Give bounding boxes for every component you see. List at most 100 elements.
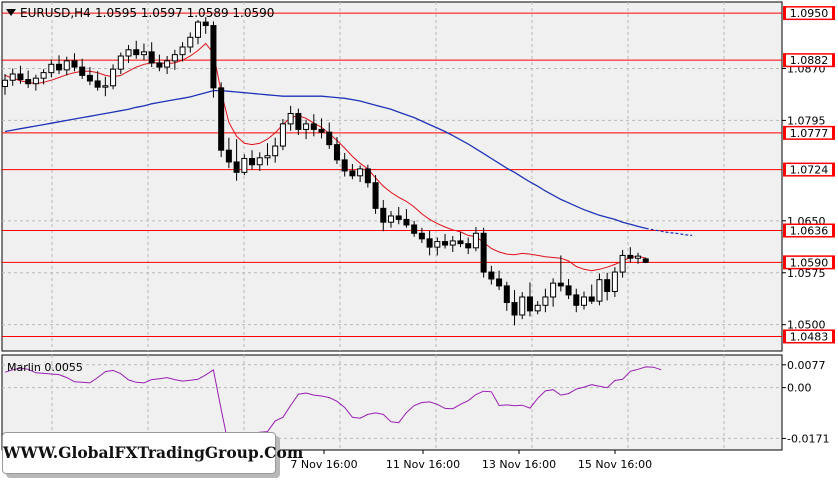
- bear-candle-body: [465, 243, 472, 249]
- bear-candle-body: [372, 182, 379, 209]
- level-tag-inner: [786, 225, 832, 237]
- candle: [465, 237, 472, 255]
- candle: [133, 40, 140, 59]
- bear-candle-body: [442, 241, 449, 246]
- candle: [457, 231, 464, 248]
- level-tag-label: 1.0882: [790, 54, 829, 67]
- candle: [333, 137, 340, 165]
- bear-candle-body: [210, 25, 217, 89]
- candle: [318, 118, 325, 139]
- candle: [187, 32, 194, 53]
- level-tag-label: 1.0636: [790, 225, 829, 238]
- bear-candle-body: [310, 123, 317, 130]
- bear-candle-body: [503, 285, 510, 304]
- candle: [472, 227, 479, 252]
- bear-candle-body: [565, 285, 572, 296]
- candle: [210, 21, 217, 98]
- bull-candle-body: [48, 63, 55, 74]
- candle: [581, 291, 587, 310]
- bull-candle-body: [449, 240, 456, 246]
- bear-candle-body: [333, 144, 340, 161]
- candle: [32, 74, 39, 91]
- candle: [295, 108, 302, 135]
- oscillator-line: [4, 366, 662, 450]
- chart-menu-triangle-icon[interactable]: [6, 9, 16, 16]
- candle: [642, 257, 649, 264]
- candle: [110, 64, 117, 90]
- bull-candle-body: [2, 79, 8, 87]
- watermark: WWW.GlobalFXTradingGroup.Com: [2, 432, 303, 474]
- candle: [310, 114, 317, 137]
- bull-candle-body: [140, 51, 147, 56]
- candle: [557, 255, 564, 292]
- time-tick-label: 7 Nov 16:00: [290, 458, 357, 471]
- candle: [326, 122, 333, 149]
- osc-tick-label: 0.00: [787, 382, 812, 395]
- bull-candle-body: [611, 271, 618, 292]
- candles: [2, 17, 649, 326]
- candle: [9, 68, 16, 86]
- candle: [395, 206, 402, 225]
- bear-candle-body: [225, 149, 232, 163]
- candle: [411, 220, 418, 237]
- candle: [56, 55, 63, 75]
- time-tick-label: 13 Nov 16:00: [482, 458, 556, 471]
- candle: [611, 267, 618, 297]
- bear-candle-body: [349, 170, 356, 177]
- level-tag-label: 1.0724: [790, 164, 829, 177]
- price-tick-label: 1.0795: [787, 114, 826, 127]
- bear-candle-body: [411, 224, 418, 234]
- bull-candle-body: [303, 123, 310, 130]
- bear-candle-body: [526, 296, 533, 312]
- price-tick-label: 1.0500: [787, 319, 826, 332]
- level-tag-label: 1.0590: [790, 256, 829, 269]
- candle: [627, 247, 634, 263]
- osc-tick-label: 0.0077: [787, 359, 826, 372]
- candle: [25, 70, 32, 88]
- bear-candle-body: [25, 79, 32, 85]
- bull-candle-body: [581, 296, 587, 306]
- bull-candle-body: [187, 36, 194, 48]
- level-tag-inner: [786, 54, 832, 66]
- ohlc-values: 1.0595 1.0597 1.0589 1.0590: [95, 6, 274, 20]
- bull-candle-body: [9, 73, 16, 81]
- bear-candle-body: [202, 21, 209, 27]
- bull-candle-body: [171, 54, 178, 62]
- candle: [249, 150, 256, 170]
- bear-candle-body: [94, 80, 101, 88]
- price-tick-label: 1.0575: [787, 267, 826, 280]
- candle: [588, 284, 595, 304]
- candle: [79, 58, 86, 79]
- candle: [287, 105, 294, 131]
- bull-candle-body: [472, 232, 479, 249]
- bull-candle-body: [550, 282, 557, 298]
- bear-candle-body: [148, 51, 155, 64]
- level-tag-label: 1.0950: [790, 7, 829, 20]
- slow-ma-line: [4, 89, 646, 230]
- candle: [542, 288, 549, 313]
- bear-candle-body: [56, 63, 63, 71]
- bear-candle-body: [233, 161, 240, 173]
- bear-candle-body: [403, 218, 410, 226]
- bear-candle-body: [218, 87, 225, 151]
- candle: [117, 52, 124, 75]
- candle: [550, 278, 557, 307]
- candle: [596, 273, 603, 306]
- candle: [94, 71, 101, 91]
- bear-candle-body: [341, 159, 348, 172]
- candle: [71, 53, 78, 72]
- bull-candle-body: [63, 60, 70, 71]
- candle: [619, 249, 626, 278]
- candle: [156, 54, 163, 72]
- candle: [264, 143, 271, 166]
- bull-candle-body: [110, 68, 117, 87]
- bear-candle-body: [395, 215, 402, 220]
- bear-candle-body: [457, 240, 464, 245]
- bear-candle-body: [156, 62, 163, 68]
- candle: [86, 67, 93, 86]
- bull-candle-body: [279, 123, 286, 147]
- bull-candle-body: [40, 72, 47, 79]
- level-tag-inner: [786, 256, 832, 268]
- axis-labels: 1.05751.06501.07951.08701.05000.00770.00…: [290, 62, 829, 471]
- level-tag-inner: [786, 127, 832, 139]
